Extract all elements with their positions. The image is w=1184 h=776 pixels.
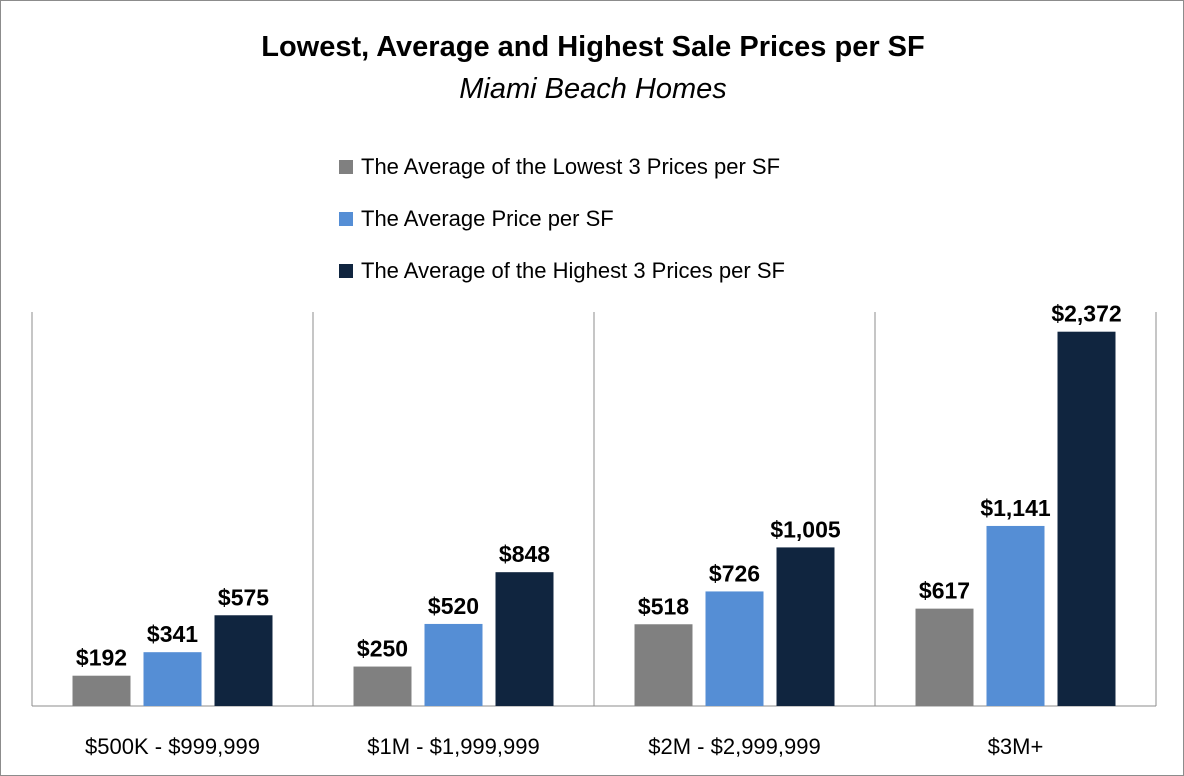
legend-label-highest: The Average of the Highest 3 Prices per … (361, 258, 785, 283)
data-label: $520 (428, 593, 479, 619)
data-label: $726 (709, 560, 760, 586)
bar (424, 623, 483, 706)
legend-swatch-lowest (339, 160, 353, 174)
chart-title: Lowest, Average and Highest Sale Prices … (261, 31, 925, 63)
x-tick-label: $500K - $999,999 (85, 734, 260, 759)
bar (986, 525, 1045, 706)
bar (634, 624, 693, 706)
bar (353, 666, 412, 706)
bar (495, 572, 554, 706)
legend-item-highest: The Average of the Highest 3 Prices per … (339, 245, 785, 297)
bar (143, 652, 202, 706)
legend-label-average: The Average Price per SF (361, 206, 614, 231)
x-tick-label: $3M+ (988, 734, 1044, 759)
data-label: $1,005 (770, 516, 841, 542)
data-label: $341 (147, 621, 198, 647)
legend: The Average of the Lowest 3 Prices per S… (339, 141, 785, 297)
bar (1057, 331, 1116, 706)
legend-swatch-average (339, 212, 353, 226)
data-label: $192 (76, 645, 127, 671)
data-label: $575 (218, 584, 269, 610)
data-label: $250 (357, 636, 408, 662)
data-label: $1,141 (980, 495, 1051, 521)
bar (915, 608, 974, 706)
bar (776, 547, 835, 706)
chart-subtitle: Miami Beach Homes (459, 73, 727, 105)
x-tick-label: $1M - $1,999,999 (367, 734, 539, 759)
legend-item-average: The Average Price per SF (339, 193, 785, 245)
x-tick-label: $2M - $2,999,999 (648, 734, 820, 759)
data-label: $617 (919, 578, 970, 604)
legend-label-lowest: The Average of the Lowest 3 Prices per S… (361, 154, 781, 179)
bar (705, 591, 764, 706)
legend-swatch-highest (339, 264, 353, 278)
bar (214, 615, 273, 706)
data-label: $2,372 (1051, 301, 1121, 327)
bar (72, 675, 131, 706)
legend-item-lowest: The Average of the Lowest 3 Prices per S… (339, 141, 785, 193)
data-label: $848 (499, 541, 550, 567)
data-label: $518 (638, 593, 689, 619)
